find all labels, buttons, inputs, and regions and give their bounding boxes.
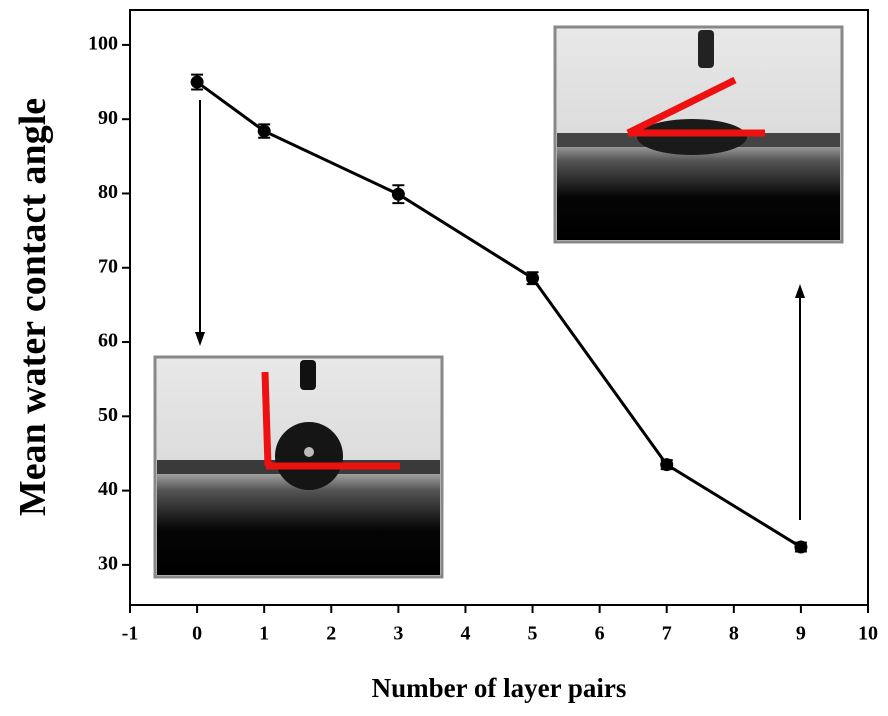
x-tick-label: 8 bbox=[729, 623, 739, 645]
data-line bbox=[196, 80, 802, 549]
plot-frame bbox=[129, 9, 869, 606]
x-tick-label: 5 bbox=[528, 623, 538, 645]
x-tick-label: 3 bbox=[393, 623, 403, 645]
arrowhead bbox=[195, 332, 205, 346]
inset-image-right bbox=[553, 25, 844, 244]
y-tick-label: 40 bbox=[98, 478, 118, 500]
y-tick-label: 70 bbox=[98, 255, 118, 277]
data-point bbox=[794, 540, 808, 554]
x-tick-label: 0 bbox=[192, 623, 202, 645]
x-axis-label: Number of layer pairs bbox=[372, 673, 627, 703]
x-tick-label: 10 bbox=[858, 623, 878, 645]
data-point bbox=[257, 124, 271, 138]
x-tick-label: 9 bbox=[796, 623, 806, 645]
data-point bbox=[526, 271, 540, 285]
x-tick-label: 2 bbox=[326, 623, 336, 645]
y-tick-label: 30 bbox=[98, 552, 118, 574]
inset-image-left bbox=[153, 355, 444, 579]
y-tick-label: 60 bbox=[98, 330, 118, 352]
x-tick-label: 6 bbox=[595, 623, 605, 645]
y-tick-label: 100 bbox=[88, 33, 118, 55]
data-point bbox=[190, 75, 204, 89]
y-tick-label: 90 bbox=[98, 107, 118, 129]
x-tick-label: 1 bbox=[259, 623, 269, 645]
y-tick-label: 80 bbox=[98, 181, 118, 203]
x-tick-label: 4 bbox=[460, 623, 470, 645]
data-point bbox=[391, 187, 405, 201]
x-tick-label: 7 bbox=[662, 623, 672, 645]
x-tick-label: -1 bbox=[122, 623, 139, 645]
y-axis-label: Mean water contact angle bbox=[12, 98, 54, 516]
arrowhead bbox=[795, 284, 805, 298]
y-tick-label: 50 bbox=[98, 404, 118, 426]
data-point bbox=[660, 458, 674, 472]
